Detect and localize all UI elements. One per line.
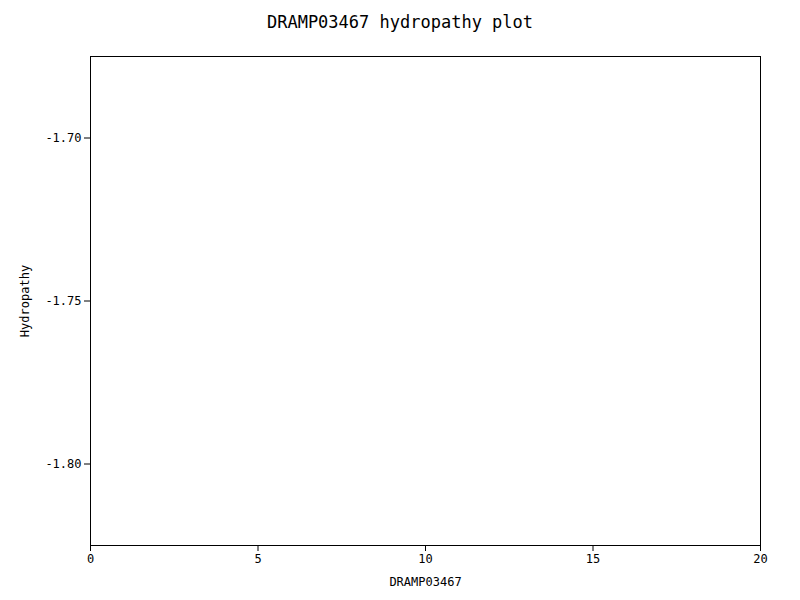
svg-text:-1.70: -1.70 — [45, 131, 81, 145]
svg-text:10: 10 — [418, 552, 432, 566]
svg-text:DRAMP03467: DRAMP03467 — [389, 575, 461, 589]
svg-text:0: 0 — [87, 552, 94, 566]
svg-text:-1.80: -1.80 — [45, 457, 81, 471]
svg-text:20: 20 — [753, 552, 767, 566]
svg-text:-1.75: -1.75 — [45, 294, 81, 308]
svg-text:15: 15 — [586, 552, 600, 566]
html-text:DRAMP03467 hydropathy plot: DRAMP03467 hydropathy plot — [266, 12, 533, 32]
svg-text:5: 5 — [254, 552, 261, 566]
svg-text:Hydropathy: Hydropathy — [18, 265, 32, 337]
